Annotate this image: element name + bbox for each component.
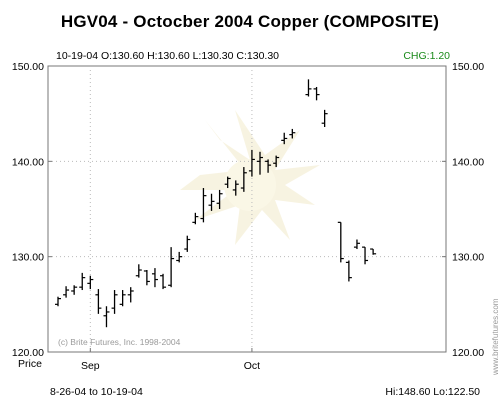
- y-tick-label-left: 120.00: [12, 347, 44, 359]
- sun-watermark: [180, 110, 320, 245]
- ohlc-bar: [55, 296, 61, 307]
- copyright-text: (c) Brite Futures, Inc. 1998-2004: [58, 337, 181, 347]
- ohlc-bar: [151, 268, 158, 288]
- ohlc-bar: [345, 260, 352, 282]
- ohlc-bar: [168, 247, 175, 288]
- x-axis: Sep Oct: [81, 348, 260, 372]
- ohlc-bar: [337, 221, 344, 263]
- chart-title: HGV04 - Octocber 2004 Copper (COMPOSITE): [60, 12, 440, 31]
- y-tick-label-right: 120.00: [452, 347, 484, 359]
- plot-area: [47, 65, 447, 353]
- ohlc-bar: [135, 264, 142, 278]
- date-range: 8-26-04 to 10-19-04: [50, 386, 143, 398]
- ohlc-bar: [111, 290, 118, 314]
- ohlc-bar: [103, 306, 110, 328]
- ohlc-bar: [321, 109, 328, 128]
- price-axis-label: Price: [18, 358, 42, 370]
- ohlc-bar: [200, 188, 207, 223]
- ohlc-bar: [87, 275, 94, 290]
- ohlc-bar: [240, 167, 247, 192]
- ohlc-bar: [208, 193, 215, 211]
- ohlc-bar: [184, 235, 191, 252]
- ohlc-readout: 10-19-04 O:130.60 H:130.60 L:130.30 C:13…: [56, 50, 280, 62]
- ohlc-bar: [353, 239, 360, 250]
- y-axis-right: 120.00 130.00 140.00 150.00: [442, 61, 484, 359]
- ohlc-bar: [63, 286, 70, 298]
- x-tick-label: Oct: [244, 360, 260, 372]
- y-tick-label-right: 130.00: [452, 252, 484, 264]
- ohlc-bar: [257, 151, 263, 175]
- ohlc-bar: [370, 248, 377, 255]
- y-tick-label-left: 140.00: [12, 156, 44, 168]
- ohlc-bar: [160, 273, 167, 290]
- ohlc-bar: [224, 176, 231, 189]
- ohlc-bar: [127, 287, 134, 303]
- ohlc-bar: [248, 149, 255, 177]
- y-axis-left: 120.00 130.00 140.00 150.00: [12, 61, 52, 359]
- ohlc-bar: [265, 159, 272, 173]
- hi-lo-readout: Hi:148.60 Lo:122.50: [385, 386, 480, 398]
- ohlc-bar: [281, 132, 288, 145]
- ohlc-bar: [71, 285, 78, 295]
- ohlc-bar: [79, 272, 86, 291]
- x-tick-label: Sep: [81, 360, 100, 372]
- ohlc-bar: [313, 86, 320, 101]
- change-readout: CHG:1.20: [403, 50, 450, 62]
- ohlc-bar: [362, 246, 369, 265]
- ohlc-bar: [216, 189, 223, 209]
- y-tick-label-left: 150.00: [12, 61, 44, 73]
- ohlc-bar: [273, 155, 280, 168]
- ohlc-bar: [143, 270, 150, 286]
- ohlc-bar: [119, 290, 126, 307]
- ohlc-series: [55, 79, 377, 328]
- ohlc-bar: [232, 180, 239, 196]
- y-tick-label-right: 140.00: [452, 156, 484, 168]
- y-tick-label-left: 130.00: [12, 252, 44, 264]
- ohlc-bar: [95, 289, 102, 314]
- ohlc-bar: [176, 251, 183, 263]
- ohlc-bar: [305, 79, 312, 97]
- side-watermark: www.britefutures.com: [491, 298, 500, 375]
- ohlc-bar: [192, 212, 199, 225]
- y-tick-label-right: 150.00: [452, 61, 484, 73]
- ohlc-bar: [289, 128, 296, 139]
